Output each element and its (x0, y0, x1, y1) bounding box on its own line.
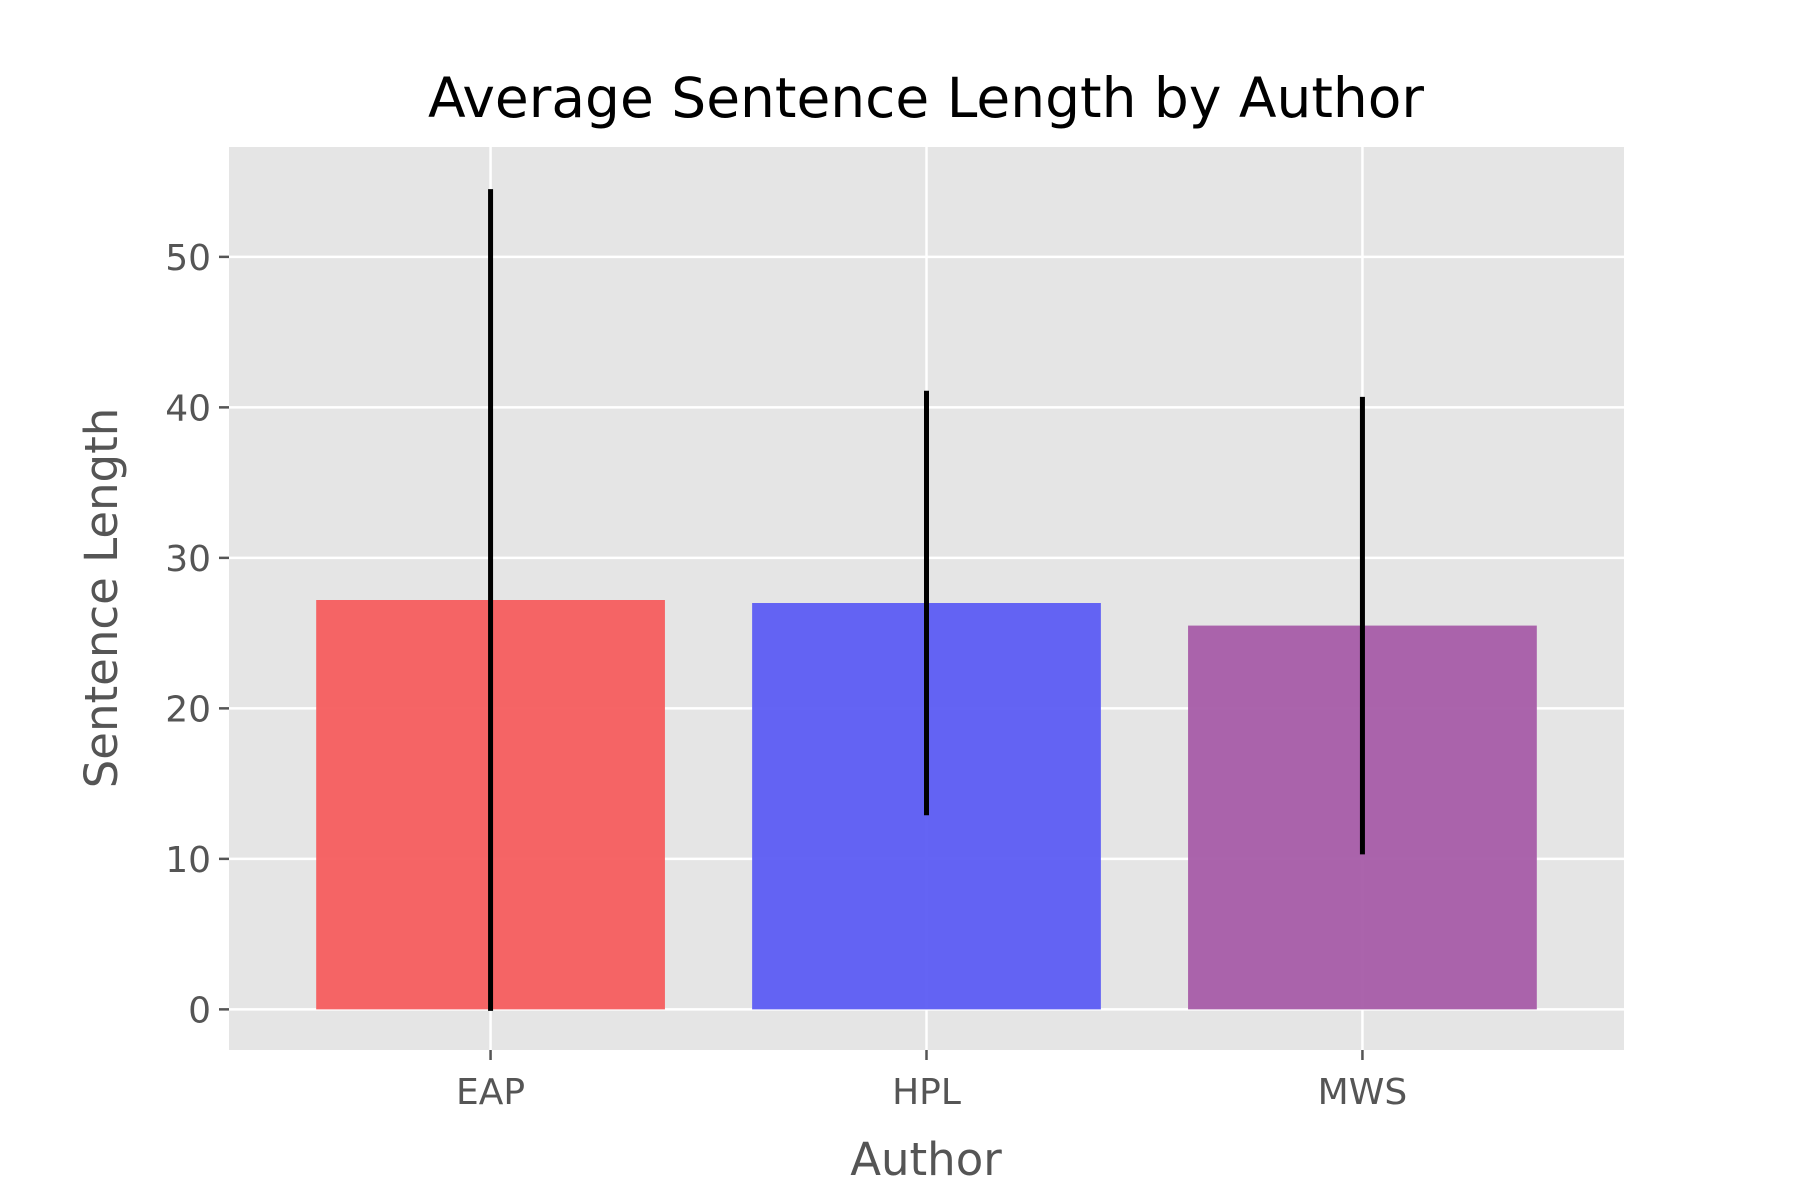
y-axis: 0 10 20 30 40 50 (165, 238, 229, 1031)
y-tick-label: 50 (165, 238, 211, 279)
x-tick-label: MWS (1318, 1072, 1408, 1113)
y-tick-label: 40 (165, 388, 211, 429)
y-axis-label: Sentence Length (75, 408, 128, 789)
x-tick-label: EAP (456, 1072, 525, 1113)
x-axis-label: Author (850, 1133, 1002, 1186)
chart-title: Average Sentence Length by Author (428, 66, 1424, 130)
y-tick-label: 20 (165, 689, 211, 730)
y-tick-label: 0 (188, 990, 211, 1031)
error-bars (488, 189, 1365, 1011)
y-tick-label: 30 (165, 539, 211, 580)
x-axis: EAP HPL MWS (456, 1050, 1407, 1113)
y-tick-label: 10 (165, 840, 211, 881)
x-tick-label: HPL (892, 1072, 961, 1113)
